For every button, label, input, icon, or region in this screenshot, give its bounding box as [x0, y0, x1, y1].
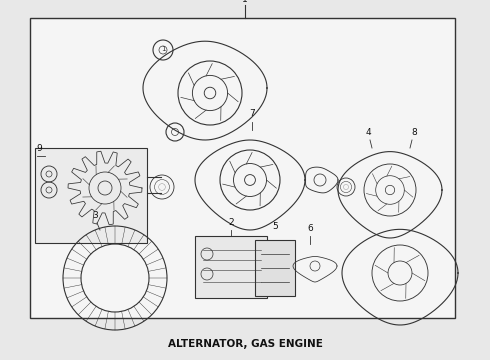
Text: 9: 9: [36, 144, 42, 153]
Text: 4: 4: [365, 128, 371, 137]
Text: 6: 6: [307, 224, 313, 233]
Bar: [255, 240, 295, 296]
Text: 2: 2: [228, 218, 234, 227]
Bar: [30, 18, 455, 318]
Bar: [195, 236, 267, 298]
Text: 5: 5: [272, 222, 278, 231]
Bar: [35, 148, 147, 243]
Text: ALTERNATOR, GAS ENGINE: ALTERNATOR, GAS ENGINE: [168, 339, 322, 349]
Text: 1: 1: [242, 0, 248, 4]
Text: 3: 3: [92, 211, 98, 220]
Text: 7: 7: [249, 109, 255, 118]
Text: 8: 8: [411, 128, 417, 137]
Text: 1: 1: [161, 46, 165, 52]
